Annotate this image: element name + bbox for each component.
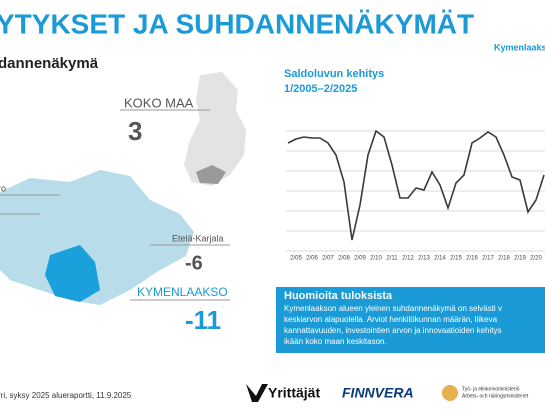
logo-yrittajat: Yrittäjät [268,385,320,401]
kymenlaakso-map [45,245,100,302]
page-title: YTYKSET JA SUHDANNENÄKYMÄT [0,8,474,39]
region-value: -11 [185,305,221,335]
logo-finnvera: FINNVERA [342,385,414,401]
whole-country-value: 3 [128,116,142,146]
x-tick-label: 2/18 [498,256,510,262]
logo-crest [442,385,458,401]
chart-subtitle: 1/2005–2/2025 [284,83,357,95]
logo-icon [246,384,268,402]
x-tick-label: 2/15 [450,256,462,262]
x-tick-label: 2/08 [338,256,350,262]
x-tick-label: 2/14 [434,256,446,262]
x-tick-label: 2/13 [418,256,430,262]
x-tick-label: 2/05 [290,256,302,262]
whole-country-label: KOKO MAA [124,95,194,110]
x-tick-label: 2/06 [306,256,318,262]
x-tick-label: 2/16 [466,256,478,262]
footer-source: rri, syksy 2025 alueraportti, 11.9.2025 [0,391,132,400]
cut-label: ro [0,183,6,193]
region-tag: Kymenlaakso [494,42,545,52]
x-tick-label: 2/17 [482,256,494,262]
x-tick-label: 2/09 [354,256,366,262]
logo-tem: Työ- ja elinkeinoministeriö [462,386,520,392]
section-title: dannenäkymä [0,55,99,72]
x-tick-label: 2/07 [322,256,334,262]
x-tick-label: 2/20 [530,256,542,262]
region-label: KYMENLAAKSO [137,285,228,299]
x-tick-label: 2/11 [386,256,398,262]
notes-box [276,287,545,353]
chart: 2/05 2/06 2/07 2/08 2/09 2/10 2/11 2/12 2/13 2/14… [286,129,545,262]
neighbour-label: Etelä-Karjala [172,233,224,243]
data-line [287,129,545,241]
finland-region [196,165,226,184]
notes-line: kannattavuuden, investointien arvon ja i… [284,326,501,335]
x-tick-label: 2/19 [514,256,526,262]
neighbour-value: -6 [185,252,203,274]
notes-line: Kymenlaakson alueen yleinen suhdannenäky… [284,304,502,313]
notes-line: keskiarvon alapuolella. Arviot henkilöku… [284,315,498,324]
chart-title: Saldoluvun kehitys [284,68,384,80]
notes-title: Huomioita tuloksista [284,290,393,302]
notes-line: ikään koko maan keskitason. [284,337,387,346]
x-tick-label: 2/12 [402,256,414,262]
x-tick-label: 2/10 [370,256,382,262]
finland-map [184,72,246,186]
logo-tem-sv: Arbets- och näringsministeriet [462,393,529,399]
